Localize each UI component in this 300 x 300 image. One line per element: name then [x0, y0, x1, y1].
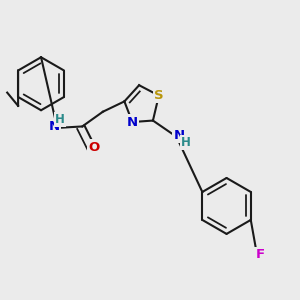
Text: N: N: [127, 116, 138, 128]
Text: H: H: [181, 136, 191, 149]
Text: N: N: [49, 120, 60, 133]
Text: F: F: [255, 248, 264, 261]
Text: S: S: [154, 89, 164, 102]
Text: H: H: [55, 112, 65, 126]
Text: O: O: [88, 141, 100, 154]
Text: N: N: [173, 129, 184, 142]
